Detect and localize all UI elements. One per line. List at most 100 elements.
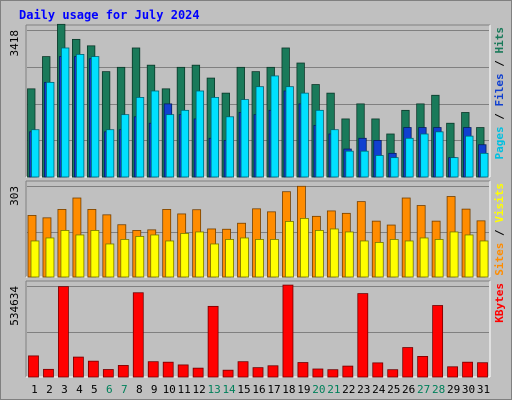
bar-sites xyxy=(359,240,369,278)
x-tick-label-day-24: 24 xyxy=(372,383,386,396)
bar-pages xyxy=(76,54,85,178)
bar-kbytes xyxy=(87,360,99,378)
x-tick-label-day-10: 10 xyxy=(163,383,176,396)
bar-pages xyxy=(345,150,354,178)
bar-kbytes xyxy=(387,369,399,378)
x-tick-label-day-22: 22 xyxy=(342,383,355,396)
bar-pages xyxy=(435,131,444,178)
bar-kbytes xyxy=(207,305,219,378)
x-tick-label-day-11: 11 xyxy=(178,383,191,396)
bar-pages xyxy=(135,97,145,178)
bar-sites xyxy=(120,239,130,278)
bar-pages xyxy=(360,150,369,178)
bar-kbytes xyxy=(462,361,473,378)
bar-kbytes xyxy=(357,293,369,378)
x-tick-label-day-20: 20 xyxy=(312,383,325,396)
x-tick-label-day-28: 28 xyxy=(432,383,445,396)
bar-sites xyxy=(285,221,294,278)
bar-pages xyxy=(390,157,399,178)
chart-title: Daily usage for July 2024 xyxy=(19,8,200,22)
bar-pages xyxy=(46,81,55,178)
bar-kbytes xyxy=(252,367,264,378)
x-tick-label-day-4: 4 xyxy=(76,383,83,396)
legend-label-part: Pages xyxy=(493,126,506,159)
bar-kbytes xyxy=(237,361,249,378)
bar-kbytes xyxy=(28,355,39,378)
bar-pages xyxy=(480,152,489,178)
legend-label-part: / xyxy=(493,223,506,243)
bar-pages xyxy=(195,90,205,178)
panel-kbytes: 534634 KBytes xyxy=(8,280,506,378)
bar-pages xyxy=(315,109,324,178)
bar-kbytes xyxy=(447,366,458,378)
bar-pages xyxy=(270,75,279,178)
bar-kbytes xyxy=(162,361,174,378)
bar-sites xyxy=(270,239,279,278)
bar-kbytes xyxy=(327,369,339,378)
bar-kbytes xyxy=(297,362,309,378)
bar-sites xyxy=(240,237,249,278)
bar-sites xyxy=(329,228,339,278)
x-tick-label-day-25: 25 xyxy=(387,383,400,396)
bar-sites xyxy=(434,239,444,278)
x-tick-label-day-19: 19 xyxy=(297,383,310,396)
bar-kbytes xyxy=(432,305,444,378)
bar-sites xyxy=(75,234,85,278)
bar-pages xyxy=(240,99,249,178)
legend-label-visits: Sites / Visits xyxy=(493,183,506,276)
x-tick-label-day-26: 26 xyxy=(402,383,415,396)
x-tick-label-day-17: 17 xyxy=(267,383,280,396)
legend-label-kbytes: KBytes xyxy=(493,283,506,323)
bar-sites xyxy=(45,237,55,278)
x-tick-label-day-5: 5 xyxy=(91,383,98,396)
x-tick-label-day-27: 27 xyxy=(417,383,430,396)
bar-sites xyxy=(479,240,489,278)
bar-sites xyxy=(419,237,429,278)
x-tick-label-day-23: 23 xyxy=(357,383,370,396)
bar-pages xyxy=(90,56,100,178)
x-tick-label-day-7: 7 xyxy=(121,383,128,396)
x-tick-label-day-9: 9 xyxy=(151,383,158,396)
bar-kbytes xyxy=(43,368,54,378)
bar-sites xyxy=(404,240,414,278)
x-tick-label-day-16: 16 xyxy=(252,383,265,396)
bar-sites xyxy=(255,239,264,278)
panel-visits: 303 Sites / Visits xyxy=(8,180,506,278)
x-tick-label-day-31: 31 xyxy=(477,383,490,396)
x-tick-label-day-21: 21 xyxy=(327,383,340,396)
x-tick-label-day-2: 2 xyxy=(46,383,53,396)
bar-pages xyxy=(165,114,175,178)
bar-sites xyxy=(135,236,145,278)
bar-pages xyxy=(450,157,459,178)
legend-label-part: / xyxy=(493,54,506,74)
bar-pages xyxy=(420,133,429,178)
bar-kbytes xyxy=(192,367,204,378)
legend-label-part: KBytes xyxy=(493,283,506,323)
bar-sites xyxy=(300,218,309,278)
bar-sites xyxy=(105,243,115,278)
bar-sites xyxy=(225,239,234,278)
bar-sites xyxy=(344,231,354,278)
bar-sites xyxy=(180,233,190,278)
legend-label-part: / xyxy=(493,107,506,127)
bar-kbytes xyxy=(342,365,354,378)
bar-kbytes xyxy=(477,362,488,378)
bar-sites xyxy=(30,240,40,278)
x-tick-label-day-13: 13 xyxy=(207,383,220,396)
bar-pages xyxy=(405,137,414,178)
x-tick-label-day-1: 1 xyxy=(31,383,38,396)
bar-sites xyxy=(195,231,205,278)
bar-sites xyxy=(210,243,220,278)
bar-kbytes xyxy=(282,284,294,378)
x-tick-label-day-12: 12 xyxy=(193,383,206,396)
bar-kbytes xyxy=(117,365,129,378)
bar-kbytes xyxy=(372,362,384,378)
bar-kbytes xyxy=(312,368,324,378)
bar-pages xyxy=(180,109,190,178)
bar-pages xyxy=(465,135,474,178)
bar-pages xyxy=(375,155,384,178)
bar-pages xyxy=(120,114,130,178)
x-tick-label-day-29: 29 xyxy=(447,383,460,396)
